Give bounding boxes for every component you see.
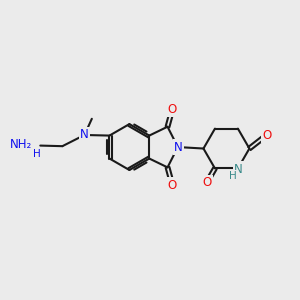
- Text: O: O: [167, 178, 177, 191]
- Text: O: O: [202, 176, 212, 189]
- Text: H: H: [229, 171, 236, 181]
- Text: H: H: [34, 149, 41, 159]
- Text: O: O: [167, 103, 177, 116]
- Text: NH₂: NH₂: [10, 138, 32, 151]
- Text: N: N: [234, 163, 243, 176]
- Text: N: N: [80, 128, 89, 142]
- Text: O: O: [262, 129, 272, 142]
- Text: N: N: [174, 141, 183, 154]
